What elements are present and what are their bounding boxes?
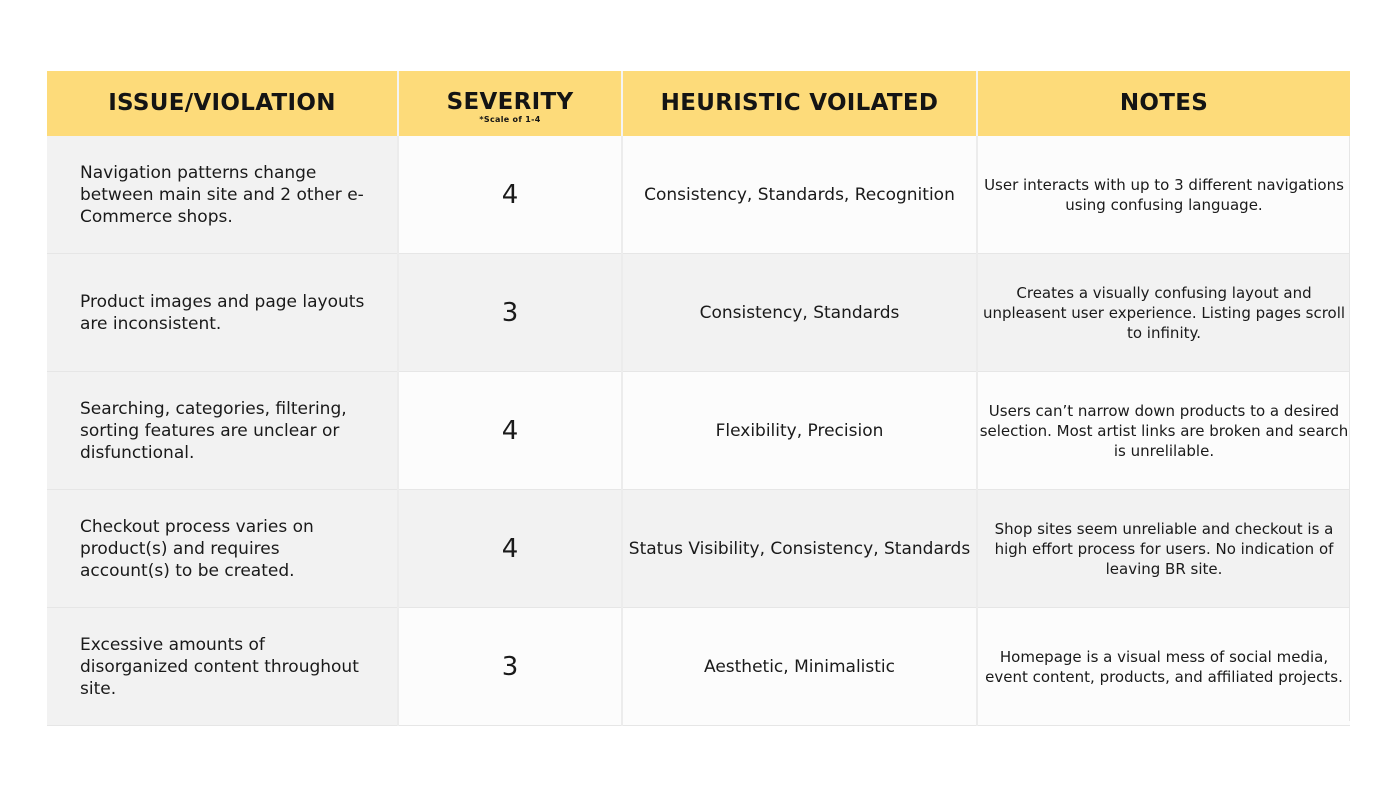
header-severity-note: *Scale of 1-4 bbox=[479, 115, 541, 124]
header-issue: ISSUE/VIOLATION bbox=[47, 71, 398, 136]
table-row: Searching, categories, filtering, sortin… bbox=[47, 371, 1350, 490]
issue-text: Excessive amounts of disorganized conten… bbox=[80, 634, 359, 699]
severity-cell: 4 bbox=[397, 371, 622, 490]
header-heuristic-label: HEURISTIC VOILATED bbox=[660, 90, 939, 116]
header-issue-label: ISSUE/VIOLATION bbox=[108, 90, 336, 116]
notes-cell: Users can’t narrow down products to a de… bbox=[976, 371, 1350, 490]
header-row: ISSUE/VIOLATION SEVERITY *Scale of 1-4 H… bbox=[47, 71, 1350, 136]
notes-cell: Creates a visually confusing layout and … bbox=[976, 253, 1350, 372]
heuristic-cell: Consistency, Standards, Recognition bbox=[621, 136, 977, 254]
table-row: Navigation patterns change between main … bbox=[47, 136, 1350, 254]
heuristic-cell: Consistency, Standards bbox=[621, 253, 977, 372]
header-severity-label: SEVERITY bbox=[446, 89, 574, 115]
severity-cell: 3 bbox=[397, 607, 622, 726]
severity-cell: 4 bbox=[397, 136, 622, 254]
heuristic-evaluation-table: ISSUE/VIOLATION SEVERITY *Scale of 1-4 H… bbox=[47, 71, 1350, 726]
notes-cell: Homepage is a visual mess of social medi… bbox=[976, 607, 1350, 726]
table-row: Excessive amounts of disorganized conten… bbox=[47, 607, 1350, 726]
issue-cell: Checkout process varies on product(s) an… bbox=[47, 489, 398, 608]
notes-cell: User interacts with up to 3 different na… bbox=[976, 136, 1350, 254]
heuristic-cell: Status Visibility, Consistency, Standard… bbox=[621, 489, 977, 608]
table-row: Product images and page layouts are inco… bbox=[47, 253, 1350, 372]
severity-cell: 4 bbox=[397, 489, 622, 608]
issue-text: Checkout process varies on product(s) an… bbox=[80, 516, 314, 581]
issue-cell: Navigation patterns change between main … bbox=[47, 136, 398, 254]
issue-cell: Product images and page layouts are inco… bbox=[47, 253, 398, 372]
heuristic-cell: Flexibility, Precision bbox=[621, 371, 977, 490]
header-severity: SEVERITY *Scale of 1-4 bbox=[397, 71, 622, 136]
header-notes: NOTES bbox=[976, 71, 1350, 136]
table-row: Checkout process varies on product(s) an… bbox=[47, 489, 1350, 608]
severity-cell: 3 bbox=[397, 253, 622, 372]
issue-text: Searching, categories, filtering, sortin… bbox=[80, 398, 347, 463]
header-notes-label: NOTES bbox=[1119, 90, 1209, 116]
notes-cell: Shop sites seem unreliable and checkout … bbox=[976, 489, 1350, 608]
issue-text: Product images and page layouts are inco… bbox=[80, 291, 365, 334]
heuristic-cell: Aesthetic, Minimalistic bbox=[621, 607, 977, 726]
header-heuristic: HEURISTIC VOILATED bbox=[621, 71, 977, 136]
issue-cell: Searching, categories, filtering, sortin… bbox=[47, 371, 398, 490]
issue-text: Navigation patterns change between main … bbox=[80, 162, 364, 227]
issue-cell: Excessive amounts of disorganized conten… bbox=[47, 607, 398, 726]
